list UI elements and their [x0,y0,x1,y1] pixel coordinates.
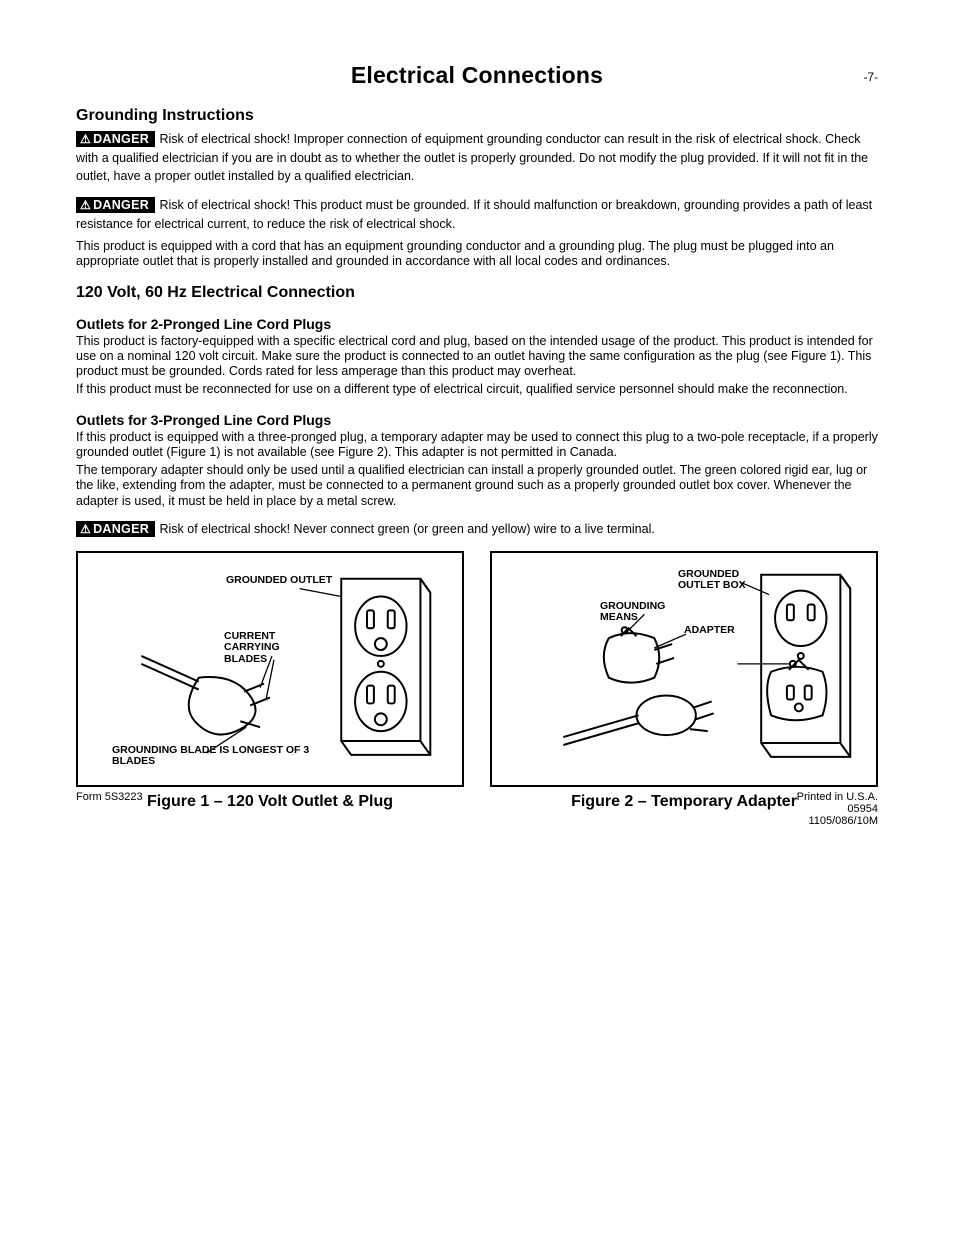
fig2-label-outletbox: GROUNDED OUTLET BOX [678,569,768,592]
fig1-label-pin: GROUNDING BLADE IS LONGEST OF 3 BLADES [112,745,312,768]
danger-badge-1: DANGER [76,131,155,147]
page-root: -7- Electrical Connections Grounding Ins… [0,0,954,851]
danger-badge-3: DANGER [76,521,155,537]
danger-badge-2: DANGER [76,197,155,213]
figure-1-wrapper: GROUNDED OUTLET CURRENT CARRYING BLADES … [76,551,464,811]
subheading-2prong: Outlets for 2-Pronged Line Cord Plugs [76,316,878,332]
fig1-label-blades: CURRENT CARRYING BLADES [224,631,314,666]
page-title: Electrical Connections [76,62,878,89]
danger-text-3: Risk of electrical shock! Never connect … [159,522,654,536]
danger-text-2: Risk of electrical shock! This product m… [76,198,872,231]
footer-right: Printed in U.S.A. 05954 1105/086/10M [797,791,878,827]
p-3prong-2: The temporary adapter should only be use… [76,463,878,509]
heading-120v: 120 Volt, 60 Hz Electrical Connection [76,284,878,302]
footer-left: Form 5S3223 [76,791,143,827]
heading-grounding: Grounding Instructions [76,107,878,125]
figures-row: GROUNDED OUTLET CURRENT CARRYING BLADES … [76,551,878,811]
p-2prong-1: This product is factory-equipped with a … [76,334,878,380]
fig1-label-outlet: GROUNDED OUTLET [226,575,332,587]
grounding-paragraph: This product is equipped with a cord tha… [76,239,878,270]
footer: Form 5S3223 Printed in U.S.A. 05954 1105… [76,791,878,827]
figure-2-wrapper: GROUNDED OUTLET BOX GROUNDING MEANS ADAP… [490,551,878,811]
p-3prong-1: If this product is equipped with a three… [76,430,878,461]
p-2prong-2: If this product must be reconnected for … [76,382,878,397]
fig2-label-adapter: ADAPTER [684,625,735,637]
subheading-3prong: Outlets for 3-Pronged Line Cord Plugs [76,412,878,428]
danger-text-1: Risk of electrical shock! Improper conne… [76,132,868,183]
figure-2-box: GROUNDED OUTLET BOX GROUNDING MEANS ADAP… [490,551,878,787]
fig2-label-means: GROUNDING MEANS [600,601,680,624]
page-number: -7- [863,70,878,84]
figure-1-box: GROUNDED OUTLET CURRENT CARRYING BLADES … [76,551,464,787]
